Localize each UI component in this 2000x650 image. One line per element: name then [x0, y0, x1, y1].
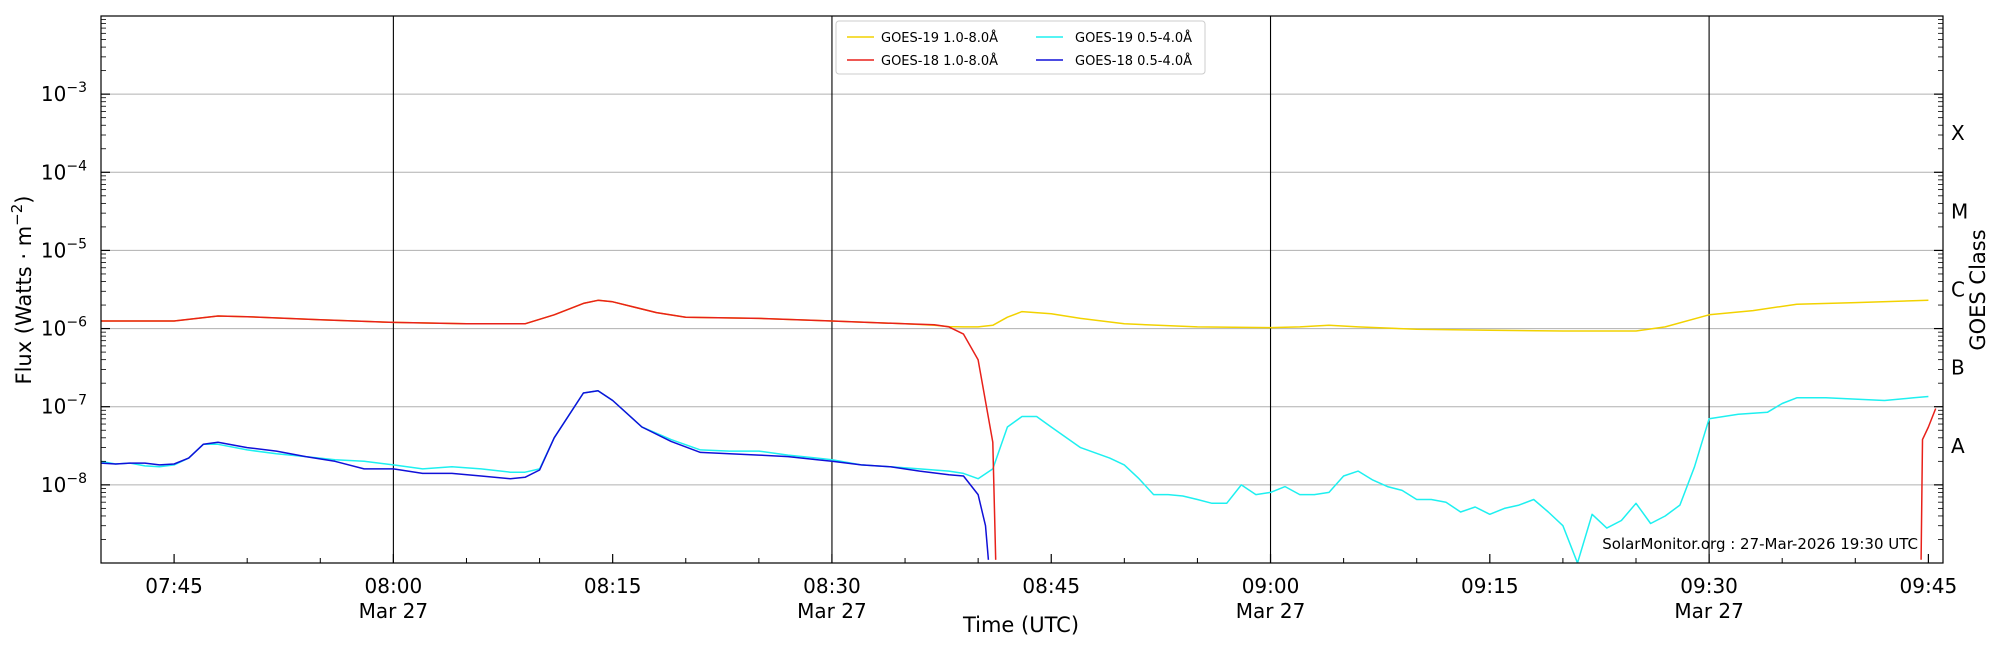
x-tick-date-label: Mar 27 [797, 599, 867, 623]
goes-class-label: C [1951, 278, 1965, 302]
legend: GOES-19 1.0-8.0Å GOES-18 1.0-8.0Å GOES-1… [835, 20, 1206, 75]
y-axis-ticks: 10−8 10−7 10−6 10−5 10−4 10−3 [41, 19, 1943, 540]
legend-label-goes18-long: GOES-18 1.0-8.0Å [881, 53, 998, 69]
y-tick-label: 10−5 [41, 236, 87, 262]
series-line [101, 390, 990, 560]
legend-label-goes19-long: GOES-19 1.0-8.0Å [881, 30, 998, 46]
plot-background [101, 16, 1943, 563]
x-tick-label: 08:45 [1022, 574, 1080, 598]
legend-label-goes19-short: GOES-19 0.5-4.0Å [1075, 30, 1192, 46]
y-tick-label: 10−8 [41, 471, 87, 497]
goes-class-label: A [1951, 434, 1965, 458]
x-tick-date-label: Mar 27 [359, 599, 429, 623]
y-tick-label: 10−4 [41, 158, 87, 184]
x-tick-label: 09:15 [1461, 574, 1519, 598]
x-axis-title: Time (UTC) [962, 613, 1079, 637]
x-tick-label: 08:15 [584, 574, 642, 598]
plot-frame [100, 15, 1944, 564]
goes-class-label: B [1951, 356, 1965, 380]
goes-class-label: X [1951, 121, 1965, 145]
x-tick-date-label: Mar 27 [1236, 599, 1306, 623]
goes-class-labels: A B C M X [1951, 121, 1968, 458]
y-tick-label: 10−7 [41, 393, 87, 419]
y-axis-title: Flux (Watts · m−2) [8, 195, 36, 384]
x-tick-label: 09:00 [1242, 574, 1300, 598]
legend-label-goes18-short: GOES-18 0.5-4.0Å [1075, 53, 1192, 69]
x-tick-label: 08:30 [803, 574, 861, 598]
y-tick-label: 10−6 [41, 315, 87, 341]
goes-class-label: M [1951, 199, 1968, 223]
legend-box [835, 20, 1206, 75]
data-series [101, 299, 1937, 563]
right-axis-title: GOES Class [1966, 229, 1990, 350]
x-tick-label: 09:30 [1680, 574, 1738, 598]
source-annotation: SolarMonitor.org : 27-Mar-2026 19:30 UTC [1602, 535, 1918, 553]
date-boundary-lines [392, 16, 1710, 563]
grid-lines [101, 93, 1943, 486]
x-tick-label: 08:00 [365, 574, 423, 598]
series-line [101, 390, 1929, 563]
x-tick-date-label: Mar 27 [1674, 599, 1744, 623]
x-tick-label: 07:45 [145, 574, 203, 598]
series-line [101, 299, 1937, 560]
y-tick-label: 10−3 [41, 80, 87, 106]
x-tick-label: 09:45 [1900, 574, 1958, 598]
